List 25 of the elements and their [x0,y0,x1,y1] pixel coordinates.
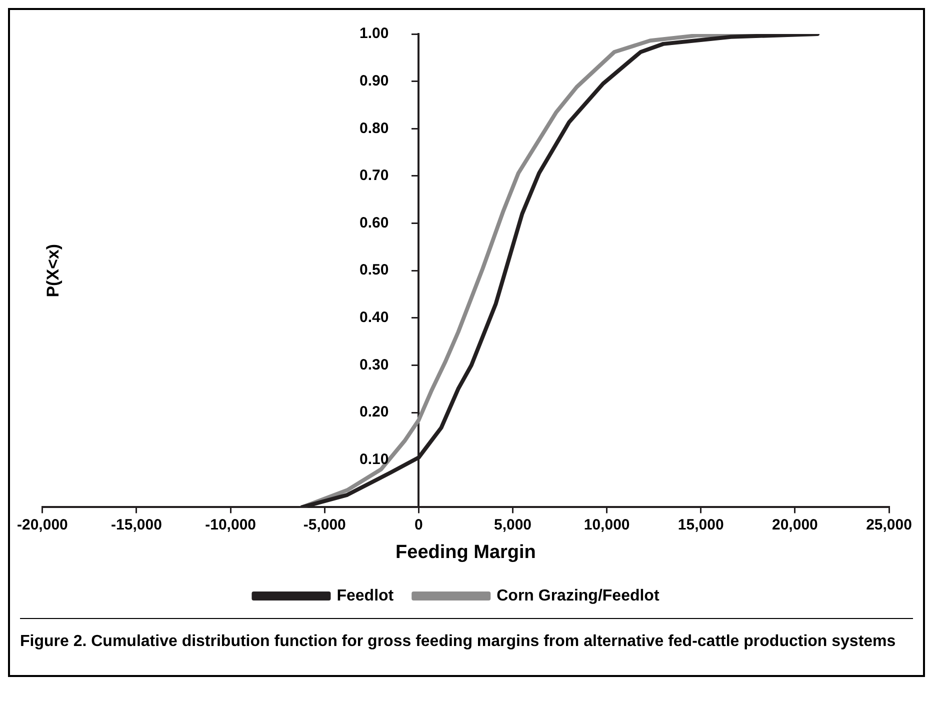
y-tick-label: 0.70 [359,167,389,184]
caption: Figure 2. Cumulative distribution function for gross feeding margins from alternative fed-cattle production systems [20,632,897,652]
x-tick-label: -10,000 [205,516,256,534]
y-tick-label: 0.50 [359,262,389,279]
y-axis-title: P(X<x) [44,244,63,298]
x-tick-label: -20,000 [17,516,68,534]
x-axis-title: Feeding Margin [396,542,536,563]
x-tick-label: 20,000 [772,516,818,534]
x-tick-label: -5,000 [303,516,346,534]
y-tick-label: 0.40 [359,309,389,326]
y-tick-label: 0.60 [359,214,389,232]
y-tick-label: 0.30 [359,356,389,374]
y-tick-label: 1.00 [359,25,389,42]
x-tick-label: 0 [414,516,423,534]
legend-label: Corn Grazing/Feedlot [496,587,660,604]
x-tick-label: 15,000 [678,516,724,534]
y-tick-label: 0.10 [359,451,389,468]
legend-label: Feedlot [336,587,394,604]
x-tick-label: 25,000 [866,516,912,534]
y-tick-label: 0.90 [359,72,389,90]
y-tick-label: 0.20 [359,404,389,421]
x-tick-label: -15,000 [111,516,162,534]
y-tick-label: 0.80 [359,120,389,137]
x-tick-label: 10,000 [584,516,630,534]
x-tick-label: 5,000 [494,516,532,534]
